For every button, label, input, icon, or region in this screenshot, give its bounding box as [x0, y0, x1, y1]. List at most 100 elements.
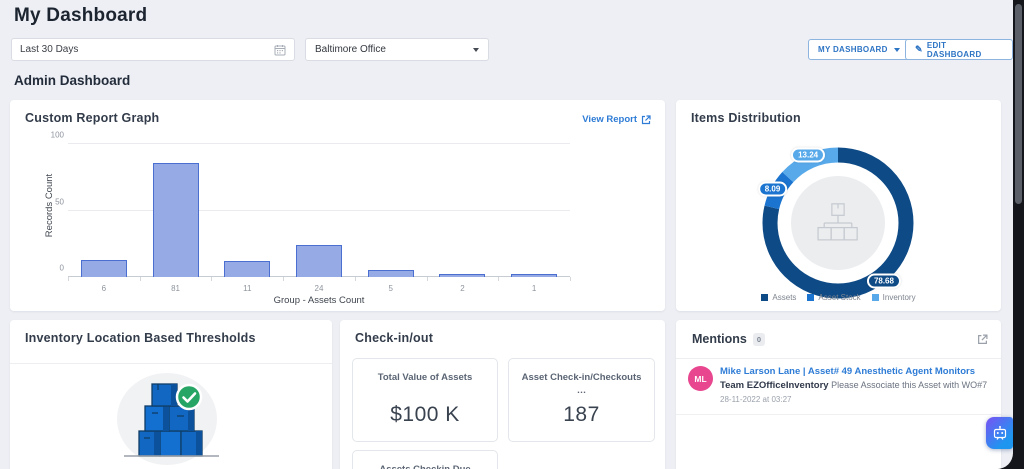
caret-down-icon — [473, 47, 479, 52]
robot-icon — [993, 426, 1006, 440]
location-select-value: Baltimore Office — [315, 44, 386, 55]
mention-text: Please Associate this Asset with WO#7 — [831, 380, 988, 390]
bar — [80, 259, 127, 277]
stat-tile-value: 187 — [563, 403, 600, 426]
x-tick-label: 5 — [388, 284, 393, 293]
card-title: Mentions — [692, 332, 747, 346]
pencil-icon: ✎ — [915, 44, 923, 54]
x-tick-mark — [283, 277, 285, 281]
card-title: Inventory Location Based Thresholds — [25, 331, 256, 345]
x-tick-mark — [570, 277, 571, 281]
my-dashboard-button[interactable]: MY DASHBOARD — [808, 39, 910, 60]
x-tick-mark — [354, 277, 356, 281]
gridline — [68, 209, 570, 211]
x-tick-label: 2 — [460, 284, 465, 293]
expand-mentions-button[interactable] — [977, 332, 988, 350]
x-tick-label: 81 — [171, 284, 180, 293]
boxes-illustration — [92, 366, 252, 469]
bar — [511, 274, 558, 277]
bar — [152, 162, 199, 277]
legend-item: Assets — [761, 293, 796, 302]
stat-tile-total-value: Total Value of Assets $100 K — [352, 358, 498, 442]
divider — [676, 358, 1001, 359]
x-tick-label: 1 — [531, 284, 537, 293]
bar — [296, 245, 342, 277]
legend-label: Assets — [772, 293, 797, 302]
legend-label: Inventory — [882, 293, 916, 302]
custom-report-graph-card: Custom Report Graph View Report Records … — [10, 100, 665, 311]
card-title: Check-in/out — [355, 331, 434, 345]
bar — [439, 274, 486, 277]
calendar-icon — [274, 44, 286, 56]
view-report-label: View Report — [582, 114, 637, 125]
edit-dashboard-button[interactable]: ✎ EDIT DASHBOARD — [905, 39, 1013, 60]
donut-segment-inventory — [762, 147, 914, 299]
page-title: My Dashboard — [14, 5, 148, 26]
external-link-icon — [641, 114, 651, 124]
stat-tile-label: Total Value of Assets — [377, 372, 473, 383]
view-report-link[interactable]: View Report — [582, 114, 651, 125]
mentions-header: Mentions 0 — [692, 332, 766, 346]
gridline — [68, 143, 570, 144]
stat-tile-checkin-due: Assets Checkin Due — [352, 450, 498, 469]
bar — [367, 270, 414, 277]
my-dashboard-button-label: MY DASHBOARD — [818, 45, 888, 54]
chat-bot-button[interactable] — [986, 417, 1013, 449]
divider — [10, 363, 332, 364]
x-tick-mark — [211, 277, 213, 281]
bar-chart-plot: 0 50 100 6 81 11 24 5 2 1 — [51, 131, 571, 293]
stat-tile-checkin-checkouts: Asset Check-in/Checkouts … 187 — [508, 358, 655, 442]
legend-swatch — [871, 294, 879, 301]
items-distribution-card: Items Distribution 78.68 8.09 13.24 Assets… — [676, 100, 1001, 311]
y-tick-label: 0 — [59, 263, 64, 273]
location-select[interactable]: Baltimore Office — [305, 38, 489, 61]
donut-value-badge: 8.09 — [757, 181, 788, 196]
x-tick-mark — [498, 277, 500, 281]
x-tick-mark — [68, 277, 69, 281]
stat-tile-value: $100 K — [390, 403, 460, 426]
section-heading: Admin Dashboard — [14, 73, 131, 88]
scrollbar-thumb[interactable] — [1015, 4, 1022, 204]
edit-dashboard-button-label: EDIT DASHBOARD — [926, 40, 982, 59]
x-tick-mark — [426, 277, 428, 281]
mention-list-item: ML Mike Larson Lane | Asset# 49 Anesthet… — [688, 366, 989, 404]
checkinout-card: Check-in/out Total Value of Assets $100 … — [340, 320, 665, 469]
y-tick-label: 50 — [55, 197, 64, 206]
bar — [224, 261, 271, 277]
legend-swatch — [761, 294, 769, 301]
legend-item: Inventory — [871, 293, 916, 302]
date-range-input[interactable]: Last 30 Days — [11, 38, 295, 61]
y-tick-label: 100 — [50, 130, 64, 140]
card-title: Items Distribution — [691, 111, 801, 125]
mention-message: Team EZOfficeInventory Please Associate … — [720, 380, 987, 391]
window-edge — [1013, 0, 1024, 469]
legend-swatch — [807, 294, 815, 301]
x-axis-title: Group - Assets Count — [273, 295, 365, 306]
legend-label: Asset Stock — [818, 293, 861, 302]
mention-team-name: Team EZOfficeInventory — [720, 380, 829, 391]
legend-item: Asset Stock — [807, 293, 861, 302]
divider — [676, 414, 1001, 415]
donut-ring — [762, 147, 914, 299]
stat-tile-label: Asset Check-in/Checkouts … — [521, 372, 642, 396]
org-chart-boxes-icon — [817, 203, 858, 241]
avatar: ML — [688, 366, 713, 391]
donut-value-badge: 78.68 — [866, 273, 901, 289]
donut-chart: 78.68 8.09 13.24 — [753, 138, 923, 308]
donut-center — [791, 176, 885, 270]
date-range-value: Last 30 Days — [20, 44, 79, 55]
caret-down-icon — [893, 47, 900, 52]
x-tick-label: 11 — [243, 284, 252, 293]
mentions-card: Mentions 0 ML Mike Larson Lane | Asset# … — [676, 320, 1001, 469]
check-icon — [175, 383, 203, 411]
stat-tile-label: Assets Checkin Due — [379, 464, 470, 469]
donut-value-badge: 13.24 — [791, 147, 826, 163]
mention-link[interactable]: Mike Larson Lane | Asset# 49 Anesthetic … — [720, 366, 975, 377]
x-tick-label: 24 — [314, 284, 324, 293]
donut-legend: Assets Asset Stock Inventory — [676, 293, 1001, 302]
card-title: Custom Report Graph — [25, 111, 160, 125]
inventory-thresholds-card: Inventory Location Based Thresholds — [10, 320, 332, 469]
external-link-icon — [978, 334, 988, 344]
mentions-count-badge: 0 — [752, 332, 766, 346]
